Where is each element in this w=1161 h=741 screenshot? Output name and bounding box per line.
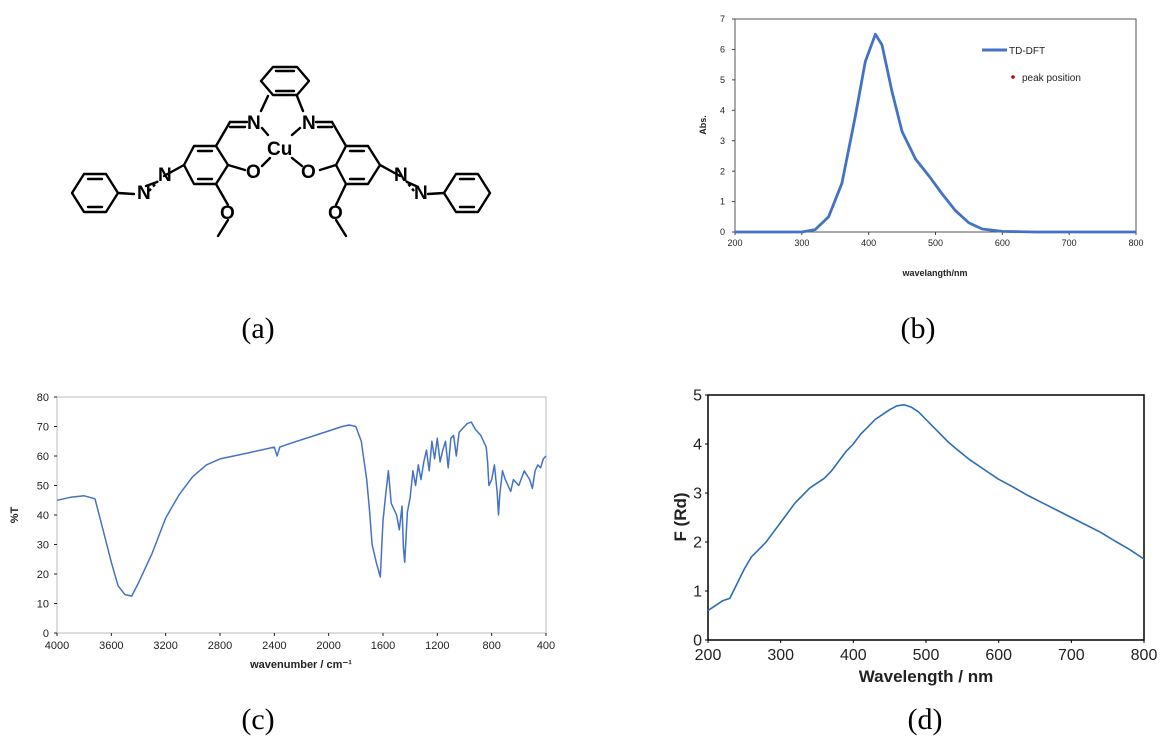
x-tick-label: 600 <box>985 647 1012 664</box>
y-axis-title: Abs. <box>698 115 708 135</box>
panel-d-label: (d) <box>908 703 943 736</box>
x-tick-label: 800 <box>1128 238 1143 248</box>
y-tick-label: 5 <box>693 388 702 405</box>
series-line-d-0 <box>707 403 1145 612</box>
y-tick-label: 6 <box>720 45 725 55</box>
x-axis-title: wavelangth/nm <box>901 268 967 278</box>
atom-n-azo-right-1: N <box>394 165 408 186</box>
panel-b-label: (b) <box>901 312 936 345</box>
y-tick-label: 4 <box>693 437 702 454</box>
y-axis-title: %T <box>9 506 21 523</box>
legend: TD-DFT peak position <box>982 46 1081 84</box>
atom-n-right: N <box>302 113 316 134</box>
x-tick-label: 400 <box>537 640 555 652</box>
atom-cu: Cu <box>267 139 292 160</box>
y-tick-label: 2 <box>693 535 702 552</box>
x-tick-label: 1200 <box>425 640 449 652</box>
y-tick-label: 30 <box>37 539 49 551</box>
y-tick-label: 10 <box>37 598 49 610</box>
x-tick-label: 2000 <box>316 640 340 652</box>
x-tick-label: 2800 <box>208 640 232 652</box>
y-tick-label: 70 <box>37 421 49 433</box>
x-tick-label: 600 <box>995 238 1010 248</box>
y-tick-label: 1 <box>720 197 725 207</box>
atom-o-left: O <box>246 162 261 183</box>
legend-label-td-dft: TD-DFT <box>1009 46 1045 57</box>
legend-marker-peak <box>1011 75 1015 79</box>
y-tick-label: 80 <box>37 392 49 404</box>
y-tick-label: 0 <box>693 633 702 650</box>
x-axis-title: wavenumber / cm⁻¹ <box>249 659 352 671</box>
y-tick-label: 20 <box>37 569 49 581</box>
x-tick-label: 400 <box>861 238 876 248</box>
y-tick-label: 3 <box>720 136 725 146</box>
atom-o-right: O <box>301 162 316 183</box>
y-tick-label: 5 <box>720 75 725 85</box>
series-line-c-0 <box>56 421 547 597</box>
y-tick-label: 0 <box>43 628 49 640</box>
x-tick-label: 800 <box>1131 647 1158 664</box>
x-tick-label: 200 <box>695 647 722 664</box>
x-tick-label: 300 <box>794 238 809 248</box>
y-tick-label: 1 <box>693 584 702 601</box>
y-tick-label: 0 <box>720 227 725 237</box>
x-tick-label: 3600 <box>99 640 123 652</box>
x-tick-label: 300 <box>767 647 794 664</box>
atom-n-left: N <box>247 113 261 134</box>
y-tick-label: 60 <box>37 451 49 463</box>
phenylene-ring <box>259 65 311 97</box>
y-tick-label: 40 <box>37 510 49 522</box>
plot-frame <box>707 394 1145 641</box>
right-phenyl-ring <box>442 172 492 214</box>
panel-c-chart: 4000 3600 3200 2800 2400 2000 1600 1200 800 40001… <box>9 392 555 736</box>
legend-label-peak: peak position <box>1022 73 1081 84</box>
panel-d-chart: 200 300 400 500 600 700 800 0 1 2 3 4 5 Wavelength /… <box>671 388 1157 736</box>
panel-a-structure: N N Cu O O O O N N N N (a) <box>70 65 492 345</box>
plot-frame <box>56 396 547 634</box>
x-tick-label: 4000 <box>45 640 69 652</box>
atom-n-azo-left-2: N <box>137 183 151 204</box>
plot-frame <box>734 18 1137 233</box>
y-tick-label: 50 <box>37 480 49 492</box>
y-tick-label: 3 <box>693 486 702 503</box>
x-tick-label: 700 <box>1062 238 1077 248</box>
atom-o-methoxy-left: O <box>220 203 235 224</box>
series-line-b-0 <box>735 32 1136 234</box>
x-tick-label: 800 <box>482 640 500 652</box>
atom-n-azo-right-2: N <box>414 183 428 204</box>
x-tick-label: 200 <box>727 238 742 248</box>
x-tick-label: 500 <box>928 238 943 248</box>
y-axis-title: F (Rd) <box>671 492 690 541</box>
y-tick-label: 2 <box>720 166 725 176</box>
panel-b-chart: 200 300 400 500 600 700 800 0 1 2 3 4 5 6 7 wavelangth… <box>698 14 1144 345</box>
x-tick-label: 500 <box>913 647 940 664</box>
x-axis-title: Wavelength / nm <box>859 667 993 686</box>
x-tick-label: 2400 <box>262 640 286 652</box>
y-tick-label: 7 <box>720 14 725 24</box>
panel-a-label: (a) <box>241 312 274 345</box>
atom-o-methoxy-right: O <box>328 203 343 224</box>
panel-c-label: (c) <box>241 703 274 736</box>
x-tick-label: 700 <box>1058 647 1085 664</box>
x-tick-label: 3200 <box>153 640 177 652</box>
y-tick-label: 4 <box>720 105 725 115</box>
x-tick-label: 1600 <box>371 640 395 652</box>
atom-n-azo-left-1: N <box>158 165 172 186</box>
x-tick-label: 400 <box>840 647 867 664</box>
